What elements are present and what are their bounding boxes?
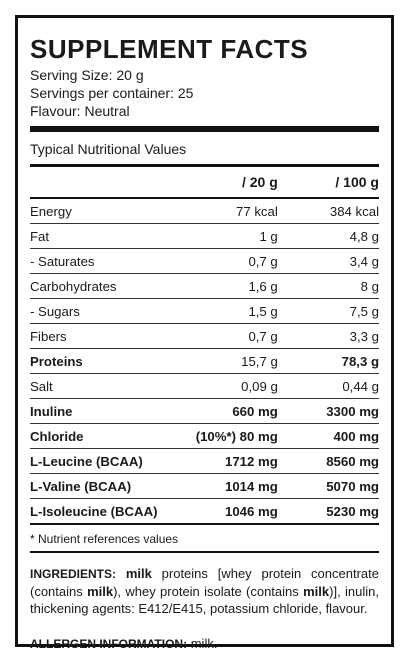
header-cell-per100: / 100 g (277, 167, 379, 199)
row-per100: 384 kcal (277, 198, 379, 224)
header-cell-blank (30, 167, 170, 199)
row-per20: 1712 mg (169, 448, 278, 474)
allergen-word: milk (87, 584, 114, 599)
row-per20: (10%*) 80 mg (169, 423, 278, 449)
table-row: L-Valine (BCAA) 1014 mg 5070 mg (30, 473, 379, 499)
table-header-row: / 20 g / 100 g (30, 167, 379, 199)
row-name: - Saturates (30, 248, 170, 274)
row-per20: 15,7 g (169, 348, 278, 374)
thin-divider (30, 551, 379, 553)
row-per100: 78,3 g (277, 348, 379, 374)
row-per20: 1,6 g (169, 273, 278, 299)
row-name: Proteins (30, 348, 170, 374)
row-per20: 1,5 g (169, 298, 278, 324)
row-per20: 1014 mg (169, 473, 278, 499)
row-per20: 1046 mg (169, 498, 278, 525)
table-row: - Saturates 0,7 g 3,4 g (30, 248, 379, 274)
ingredients-fragment: )], inulin, thickening agents: E412/E415… (30, 584, 379, 616)
table-row: - Sugars 1,5 g 7,5 g (30, 298, 379, 324)
row-per100: 3,4 g (277, 248, 379, 274)
label-title: SUPPLEMENT FACTS (30, 34, 309, 64)
serving-size: Serving Size: 20 g (30, 67, 144, 83)
servings-per-container: Servings per container: 25 (30, 85, 194, 101)
row-per20: 77 kcal (169, 198, 278, 224)
row-per20: 0,09 g (169, 373, 278, 399)
row-name: L-Leucine (BCAA) (30, 448, 170, 474)
row-per100: 8560 mg (277, 448, 379, 474)
row-name: Carbohydrates (30, 273, 170, 299)
nutrition-table: / 20 g / 100 g Energy 77 kcal 384 kcal Fat 1… (30, 167, 379, 525)
table-row: Fat 1 g 4,8 g (30, 223, 379, 249)
row-name: L-Isoleucine (BCAA) (30, 498, 170, 525)
table-row: Energy 77 kcal 384 kcal (30, 198, 379, 224)
header-cell-per20: / 20 g (169, 167, 278, 199)
typical-values-heading: Typical Nutritional Values (30, 141, 187, 157)
table-row: L-Leucine (BCAA) 1712 mg 8560 mg (30, 448, 379, 474)
table-row: Inuline 660 mg 3300 mg (30, 398, 379, 424)
mid-divider (30, 164, 379, 167)
row-name: Chloride (30, 423, 170, 449)
row-per100: 3300 mg (277, 398, 379, 424)
row-per100: 5070 mg (277, 473, 379, 499)
row-name: Energy (30, 198, 170, 224)
ingredients-fragment: ), whey protein isolate (contains (113, 584, 304, 599)
allergen-value: milk. (187, 636, 218, 651)
ingredients-text: milk proteins [whey protein concentrate … (30, 566, 379, 616)
ingredients-heading: INGREDIENTS: (30, 567, 117, 581)
footnote: * Nutrient references values (30, 532, 179, 546)
table-row: Salt 0,09 g 0,44 g (30, 373, 379, 399)
row-per100: 0,44 g (277, 373, 379, 399)
table-row: Chloride (10%*) 80 mg 400 mg (30, 423, 379, 449)
row-per100: 400 mg (277, 423, 379, 449)
allergen-word: milk (303, 584, 330, 599)
row-per100: 3,3 g (277, 323, 379, 349)
ingredients-fragment: proteins [whey protein concentrate (cont… (30, 566, 379, 599)
row-per100: 8 g (277, 273, 379, 299)
ingredients-fragment (116, 566, 126, 581)
table-row: Proteins 15,7 g 78,3 g (30, 348, 379, 374)
row-per100: 5230 mg (277, 498, 379, 525)
label-content: SUPPLEMENT FACTS Serving Size: 20 g Serv… (30, 18, 379, 651)
row-name: Inuline (30, 398, 170, 424)
row-per20: 660 mg (169, 398, 278, 424)
supplement-facts-label: SUPPLEMENT FACTS Serving Size: 20 g Serv… (15, 15, 394, 651)
table-row: L-Isoleucine (BCAA) 1046 mg 5230 mg (30, 498, 379, 525)
flavour: Flavour: Neutral (30, 103, 130, 119)
row-name: L-Valine (BCAA) (30, 473, 170, 499)
row-per20: 1 g (169, 223, 278, 249)
table-row: Fibers 0,7 g 3,3 g (30, 323, 379, 349)
row-per20: 0,7 g (169, 323, 278, 349)
allergen-heading: ALLERGEN INFORMATION: (30, 637, 188, 651)
allergen-word: milk (125, 566, 152, 581)
row-name: Salt (30, 373, 170, 399)
ingredients-block: INGREDIENTS: milk proteins [whey protein… (30, 553, 379, 617)
row-per100: 7,5 g (277, 298, 379, 324)
row-per100: 4,8 g (277, 223, 379, 249)
row-name: Fibers (30, 323, 170, 349)
row-name: Fat (30, 223, 170, 249)
row-per20: 0,7 g (169, 248, 278, 274)
thick-divider (30, 126, 379, 132)
allergen-block: ALLERGEN INFORMATION: milk. (30, 617, 379, 653)
row-name: - Sugars (30, 298, 170, 324)
